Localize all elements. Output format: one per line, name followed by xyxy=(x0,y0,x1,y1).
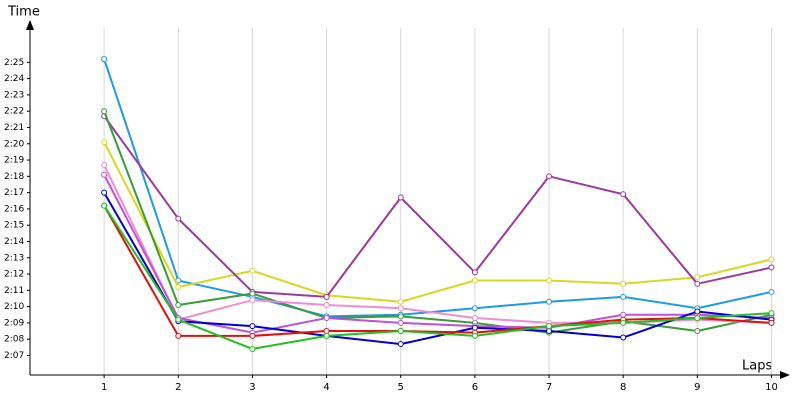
data-point xyxy=(397,194,404,201)
data-point xyxy=(397,341,404,348)
data-point xyxy=(694,315,701,322)
data-point xyxy=(471,332,478,339)
x-tick-label: 2 xyxy=(175,382,181,393)
data-point xyxy=(620,293,627,300)
x-tick-label: 7 xyxy=(546,382,552,393)
x-tick-label: 8 xyxy=(620,382,626,393)
data-point xyxy=(101,139,108,146)
data-point xyxy=(249,323,256,330)
data-point xyxy=(249,267,256,274)
y-tick-label: 2:25 xyxy=(4,58,24,68)
y-tick-label: 2:10 xyxy=(4,302,24,312)
y-tick-label: 2:14 xyxy=(4,237,24,247)
data-point xyxy=(471,269,478,276)
data-point xyxy=(546,277,553,284)
series-line xyxy=(103,205,772,350)
data-point xyxy=(620,191,627,198)
series-line xyxy=(103,115,772,298)
data-point xyxy=(323,301,330,308)
data-point xyxy=(323,328,330,335)
data-point xyxy=(249,332,256,339)
data-point xyxy=(249,290,256,297)
series-line xyxy=(103,174,772,334)
series-line xyxy=(103,58,772,318)
series-line xyxy=(103,110,772,334)
y-tick-label: 2:23 xyxy=(4,90,24,100)
y-tick-label: 2:17 xyxy=(4,188,24,198)
y-tick-label: 2:21 xyxy=(4,123,24,133)
data-point xyxy=(694,308,701,315)
x-axis-arrow xyxy=(780,371,790,379)
x-tick-label: 10 xyxy=(765,382,778,393)
data-point xyxy=(101,189,108,196)
data-point xyxy=(175,284,182,291)
series-line xyxy=(103,205,772,337)
y-tick-label: 2:15 xyxy=(4,221,24,231)
data-point xyxy=(768,319,775,326)
y-axis-arrow xyxy=(26,20,34,30)
x-tick-label: 9 xyxy=(694,382,700,393)
data-point xyxy=(101,108,108,115)
x-tick-label: 6 xyxy=(472,382,478,393)
data-point xyxy=(471,324,478,331)
data-point xyxy=(101,161,108,168)
y-tick-label: 2:07 xyxy=(4,351,24,361)
data-point xyxy=(249,297,256,304)
data-point xyxy=(471,315,478,322)
data-point xyxy=(397,313,404,320)
x-tick-label: 3 xyxy=(249,382,255,393)
data-point xyxy=(323,315,330,322)
y-tick-label: 2:22 xyxy=(4,107,24,117)
data-point xyxy=(175,215,182,222)
data-point xyxy=(175,332,182,339)
data-point xyxy=(620,280,627,287)
data-point xyxy=(101,171,108,178)
data-point xyxy=(471,305,478,312)
y-tick-label: 2:08 xyxy=(4,335,24,345)
data-point xyxy=(323,332,330,339)
data-point xyxy=(768,288,775,295)
y-tick-label: 2:11 xyxy=(4,286,24,296)
data-point xyxy=(546,173,553,180)
data-point xyxy=(620,311,627,318)
data-point xyxy=(694,280,701,287)
data-point xyxy=(471,277,478,284)
data-point xyxy=(175,301,182,308)
data-point xyxy=(546,298,553,305)
y-tick-label: 2:13 xyxy=(4,253,24,263)
y-tick-label: 2:19 xyxy=(4,156,24,166)
data-point xyxy=(768,310,775,317)
data-point xyxy=(249,345,256,352)
data-point xyxy=(768,256,775,263)
x-tick-label: 4 xyxy=(323,382,329,393)
x-axis-title: Laps xyxy=(742,359,772,374)
data-point xyxy=(620,319,627,326)
x-tick-label: 5 xyxy=(398,382,404,393)
x-tick-label: 1 xyxy=(101,382,107,393)
data-point xyxy=(397,328,404,335)
data-point xyxy=(397,305,404,312)
series-line xyxy=(103,192,772,346)
data-point xyxy=(694,274,701,281)
data-point xyxy=(546,328,553,335)
y-tick-label: 2:09 xyxy=(4,318,24,328)
y-tick-label: 2:24 xyxy=(4,74,24,84)
data-point xyxy=(101,202,108,209)
data-point xyxy=(101,56,108,63)
series-line xyxy=(103,141,772,303)
y-tick-label: 2:20 xyxy=(4,139,24,149)
data-point xyxy=(175,316,182,323)
data-point xyxy=(397,319,404,326)
data-point xyxy=(323,293,330,300)
data-point xyxy=(546,323,553,330)
data-point xyxy=(694,328,701,335)
data-point xyxy=(768,264,775,271)
y-axis-title: Time xyxy=(7,5,40,20)
data-point xyxy=(397,298,404,305)
y-tick-label: 2:16 xyxy=(4,204,24,214)
y-tick-label: 2:12 xyxy=(4,270,24,280)
data-point xyxy=(620,334,627,341)
y-tick-label: 2:18 xyxy=(4,172,24,182)
